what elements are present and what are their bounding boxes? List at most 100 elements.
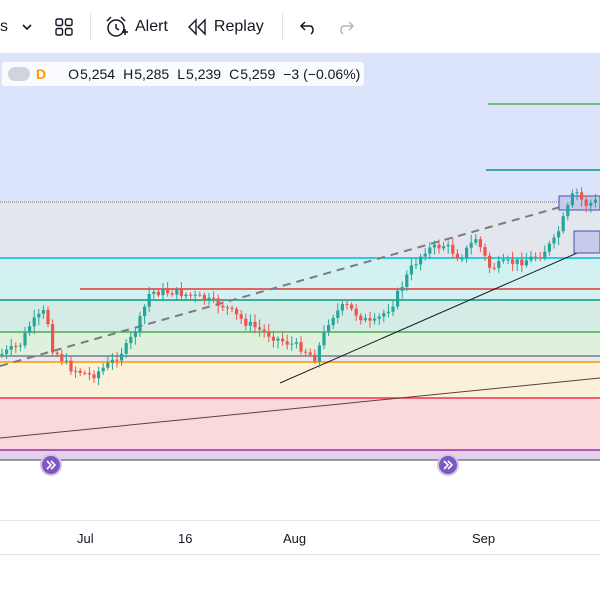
candle-body: [248, 321, 252, 326]
candle-body: [189, 294, 193, 296]
candle-body: [253, 321, 257, 328]
layout-grid-icon: [55, 17, 73, 36]
candle-body: [262, 329, 266, 332]
replay-marker-button[interactable]: [437, 454, 459, 476]
candle-body: [520, 259, 524, 266]
candle-body: [354, 308, 358, 316]
alert-label: Alert: [135, 17, 168, 35]
candle-body: [350, 304, 354, 309]
candle-body: [373, 318, 377, 321]
candle-body: [244, 318, 248, 326]
candle-body: [488, 255, 492, 268]
candle-body: [524, 260, 528, 266]
candle-body: [561, 216, 565, 232]
undo-button[interactable]: [293, 9, 325, 45]
fib-zone-gray-2: [0, 356, 600, 362]
candle-body: [97, 371, 101, 379]
candle-body: [501, 259, 505, 262]
undo-icon: [299, 20, 314, 35]
time-axis[interactable]: Jul 16 Aug Sep: [0, 520, 600, 555]
candle-body: [258, 327, 262, 330]
candle-body: [511, 259, 515, 264]
candlestick-series[interactable]: [0, 187, 597, 386]
redo-button[interactable]: [325, 9, 365, 45]
candle-body: [570, 193, 574, 206]
candle-body: [170, 293, 174, 295]
ohlc-legend: D O 5,254 H 5,285 L 5,239 C 5,259 −3 (−0…: [2, 62, 365, 86]
candle-body: [336, 310, 340, 318]
trend-line-brown[interactable]: [0, 377, 600, 439]
candle-body: [478, 239, 482, 248]
candle-body: [386, 311, 390, 314]
replay-rewind-icon: [187, 17, 206, 36]
candle-body: [345, 303, 349, 305]
chart-pane[interactable]: [0, 54, 600, 482]
candle-body: [414, 264, 418, 266]
fib-zone-teal: [0, 300, 600, 332]
interval-dropdown-button[interactable]: [10, 9, 44, 45]
candle-body: [9, 346, 13, 350]
legend-low-value: 5,239: [186, 66, 222, 82]
candle-body: [497, 261, 501, 268]
candle-body: [515, 259, 519, 264]
candle-body: [308, 352, 312, 355]
candle-body: [442, 246, 446, 249]
candle-body: [271, 336, 275, 341]
candle-body: [32, 317, 36, 327]
trend-line-black[interactable]: [279, 242, 600, 384]
chart-canvas[interactable]: [0, 54, 600, 482]
candle-body: [133, 331, 137, 337]
symbol-partial-label[interactable]: s: [0, 9, 10, 45]
legend-close-key: C: [229, 66, 240, 82]
candle-body: [460, 258, 464, 260]
candle-body: [368, 318, 372, 321]
candle-body: [276, 338, 280, 341]
candle-body: [83, 372, 87, 374]
candle-body: [152, 291, 156, 294]
candle-body: [419, 256, 423, 265]
candle-body: [106, 362, 110, 368]
candle-body: [455, 253, 459, 259]
candle-body: [198, 294, 202, 296]
candle-body: [5, 349, 9, 354]
alarm-clock-icon: [106, 15, 128, 37]
candle-body: [446, 244, 450, 247]
candle-body: [474, 239, 478, 243]
rectangle-drawing[interactable]: [558, 195, 600, 211]
candle-body: [37, 313, 41, 318]
candle-body: [69, 360, 73, 372]
alert-button[interactable]: Alert: [103, 9, 168, 45]
candle-body: [28, 326, 32, 333]
candle-body: [363, 318, 367, 321]
legend-interval: D: [36, 66, 47, 82]
candle-body: [267, 331, 271, 337]
candle-body: [0, 353, 4, 355]
rectangle-drawing[interactable]: [573, 230, 600, 254]
candle-body: [78, 370, 82, 373]
fib-zone-purple: [0, 450, 600, 460]
candle-body: [46, 309, 50, 325]
candle-body: [593, 199, 597, 203]
replay-label: Replay: [213, 17, 264, 35]
legend-low-key: L: [177, 66, 186, 82]
candle-body: [566, 205, 570, 217]
candle-body: [382, 313, 386, 317]
candle-body: [483, 247, 487, 256]
candle-body: [538, 257, 542, 259]
candle-body: [290, 343, 294, 345]
layout-button[interactable]: [44, 9, 84, 45]
candle-body: [129, 336, 133, 344]
candle-body: [400, 286, 404, 291]
replay-button[interactable]: Replay: [186, 9, 264, 45]
candle-body: [18, 345, 22, 347]
legend-high-key: H: [123, 66, 134, 82]
candle-body: [138, 316, 142, 332]
candle-body: [432, 244, 436, 248]
candle-body: [589, 202, 593, 206]
candle-body: [359, 315, 363, 321]
candle-body: [465, 247, 469, 259]
legend-toggle[interactable]: [8, 67, 30, 81]
dashed-trend-line[interactable]: [0, 201, 579, 367]
candle-body: [175, 289, 179, 295]
replay-marker-button[interactable]: [40, 454, 62, 476]
